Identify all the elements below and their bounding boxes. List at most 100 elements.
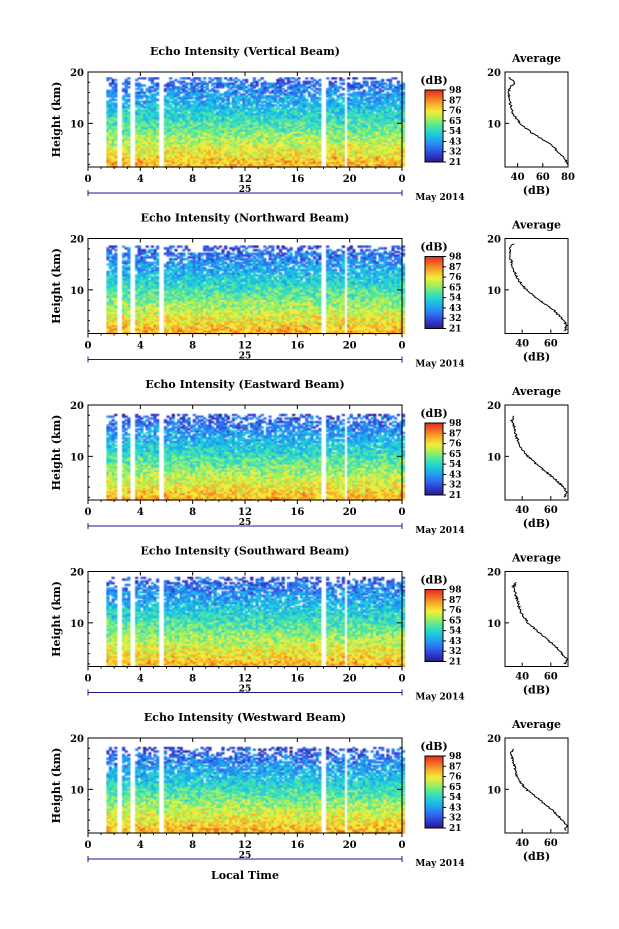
heatmap-cell <box>169 95 173 98</box>
heatmap-cell <box>310 77 314 80</box>
heatmap-cell <box>286 154 291 157</box>
heatmap-cell <box>258 123 262 127</box>
heatmap-cell <box>106 161 110 164</box>
heatmap-cell <box>370 159 374 163</box>
heatmap-cell <box>289 165 293 168</box>
heatmap-cell <box>140 147 144 150</box>
heatmap-cell <box>273 149 277 152</box>
heatmap-cell <box>221 152 225 155</box>
heatmap-cell <box>313 98 317 102</box>
heatmap-cell <box>247 100 251 103</box>
heatmap-cell <box>273 114 277 118</box>
heatmap-cell <box>336 127 340 130</box>
heatmap-cell <box>255 113 259 116</box>
heatmap-cell <box>221 111 225 114</box>
heatmap-cell <box>192 102 196 105</box>
heatmap-cell <box>347 150 351 154</box>
heatmap-cell <box>315 143 319 146</box>
heatmap-cell <box>166 159 170 163</box>
heatmap-cell <box>297 123 301 127</box>
heatmap-cell <box>252 129 256 132</box>
heatmap-cell <box>143 132 147 136</box>
heatmap-cell <box>375 127 379 130</box>
heatmap-cell <box>156 149 160 152</box>
heatmap-cell <box>341 123 345 127</box>
heatmap-cell <box>302 96 306 100</box>
heatmap-cell <box>106 132 110 136</box>
heatmap-cell <box>250 163 254 166</box>
heatmap-cell <box>190 105 194 109</box>
heatmap-cell <box>286 100 291 103</box>
heatmap-cell <box>203 100 207 103</box>
heatmap-cell <box>111 123 115 127</box>
heatmap-cell <box>292 149 296 152</box>
heatmap-cell <box>237 96 241 100</box>
heatmap-cell <box>135 116 139 120</box>
heatmap-cell <box>239 122 243 125</box>
heatmap-cell <box>153 113 157 116</box>
heatmap-cell <box>331 104 335 107</box>
heatmap-cell <box>292 165 296 168</box>
heatmap-cell <box>294 136 298 139</box>
heatmap-cell <box>145 127 149 130</box>
heatmap-cell <box>213 96 217 100</box>
heatmap-cell <box>299 86 304 89</box>
heatmap-cell <box>276 102 280 105</box>
heatmap-cell <box>360 154 364 157</box>
heatmap-cell <box>265 104 270 107</box>
heatmap-cell <box>203 163 207 166</box>
heatmap-cell <box>166 102 170 105</box>
heatmap-cell <box>318 78 322 82</box>
heatmap-cell <box>150 150 154 154</box>
heatmap-cell <box>182 125 186 129</box>
heatmap-cell <box>231 107 236 111</box>
heatmap-cell <box>150 143 154 146</box>
heatmap-cell <box>284 98 288 102</box>
heatmap-cell <box>349 104 353 107</box>
heatmap-cell <box>315 102 319 105</box>
heatmap-cell <box>328 147 332 150</box>
heatmap-cell <box>310 131 314 134</box>
heatmap-cell <box>247 140 251 143</box>
heatmap-cell <box>352 102 356 105</box>
heatmap-cell <box>349 120 353 123</box>
heatmap-cell <box>179 118 183 121</box>
heatmap-cell <box>197 78 202 82</box>
heatmap-cell <box>166 109 170 112</box>
heatmap-cell <box>365 107 369 111</box>
heatmap-cell <box>313 165 317 168</box>
heatmap-cell <box>362 114 366 118</box>
heatmap-cell <box>360 156 364 159</box>
heatmap-cell <box>281 118 285 121</box>
heatmap-cell <box>281 140 285 143</box>
heatmap-cell <box>326 129 330 132</box>
heatmap-cell <box>137 120 141 123</box>
heatmap-cell <box>163 111 168 114</box>
heatmap-cell <box>347 107 351 111</box>
heatmap-cell <box>362 104 366 107</box>
heatmap-cell <box>114 86 118 89</box>
heatmap-cell <box>179 86 183 89</box>
heatmap-cell <box>211 140 215 143</box>
heatmap-cell <box>237 161 241 164</box>
heatmap-cell <box>156 131 160 134</box>
heatmap-cell <box>365 96 369 100</box>
heatmap-cell <box>302 145 306 148</box>
heatmap-cell <box>307 150 311 154</box>
heatmap-cell <box>208 158 212 161</box>
heatmap-cell <box>150 156 154 159</box>
heatmap-cell <box>190 100 194 103</box>
heatmap-cell <box>226 165 230 168</box>
heatmap-cell <box>148 116 152 120</box>
heatmap-cell <box>268 129 272 132</box>
heatmap-cell <box>114 95 118 98</box>
heatmap-cell <box>368 141 372 145</box>
heatmap-cell <box>271 118 275 121</box>
heatmap-cell <box>242 143 246 146</box>
heatmap-cell <box>292 86 296 89</box>
heatmap-cell <box>111 159 115 163</box>
heatmap-cell <box>114 163 118 166</box>
heatmap-cell <box>378 152 382 155</box>
heatmap-cell <box>318 102 322 105</box>
heatmap-cell <box>124 127 128 130</box>
